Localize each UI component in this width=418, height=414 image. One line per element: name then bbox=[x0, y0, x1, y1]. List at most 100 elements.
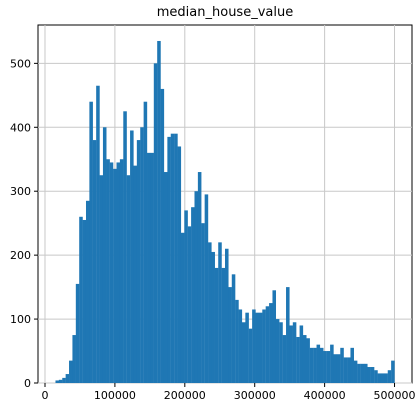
histogram-bar bbox=[258, 312, 263, 383]
y-axis: 0 100 200 300 400 500 bbox=[10, 57, 38, 390]
histogram-bar bbox=[113, 168, 117, 383]
histogram-bars bbox=[55, 40, 395, 384]
histogram-bar bbox=[174, 133, 178, 383]
histogram-bar bbox=[65, 374, 70, 383]
histogram-bar bbox=[340, 347, 344, 383]
histogram-bar bbox=[306, 338, 310, 383]
histogram-bar bbox=[123, 111, 127, 383]
x-tick-label: 500000 bbox=[374, 389, 416, 402]
histogram-bar bbox=[262, 309, 266, 383]
histogram-bar bbox=[72, 335, 76, 383]
histogram-bar bbox=[109, 162, 114, 383]
histogram-bar bbox=[89, 101, 93, 383]
histogram-bar bbox=[330, 344, 334, 383]
histogram-bar bbox=[235, 299, 239, 383]
histogram-bar bbox=[241, 322, 246, 383]
histogram-bar bbox=[333, 354, 338, 383]
histogram-bar bbox=[96, 85, 100, 383]
histogram-bar bbox=[387, 370, 392, 383]
x-tick-label: 400000 bbox=[304, 389, 346, 402]
histogram-bar bbox=[153, 63, 158, 383]
histogram-bar bbox=[299, 325, 304, 383]
histogram-bar bbox=[55, 380, 60, 383]
histogram-bar bbox=[309, 347, 314, 383]
histogram-bar bbox=[214, 267, 219, 383]
histogram-bar bbox=[208, 242, 212, 383]
x-tick-label: 200000 bbox=[164, 389, 206, 402]
histogram-bar bbox=[197, 172, 202, 383]
histogram-bar bbox=[343, 357, 348, 383]
histogram-bar bbox=[62, 377, 66, 383]
histogram-bar bbox=[265, 306, 270, 383]
histogram-bar bbox=[99, 175, 104, 383]
histogram-bar bbox=[194, 191, 199, 383]
histogram-bar bbox=[130, 130, 134, 383]
histogram-bar bbox=[326, 351, 331, 383]
histogram-bar bbox=[85, 200, 90, 383]
histogram-bar bbox=[102, 127, 107, 384]
histogram-bar bbox=[316, 344, 321, 383]
histogram-bar bbox=[218, 242, 222, 383]
histogram-bar bbox=[391, 360, 395, 383]
histogram-bar bbox=[106, 159, 110, 383]
chart-title: median_house_value bbox=[157, 5, 293, 20]
histogram-bar bbox=[228, 287, 232, 383]
histogram-bar bbox=[211, 251, 215, 383]
histogram-bar bbox=[323, 351, 327, 383]
histogram-bar bbox=[282, 335, 287, 383]
histogram-bar bbox=[296, 336, 300, 383]
histogram-bar bbox=[191, 207, 195, 383]
histogram-bar bbox=[231, 274, 236, 383]
histogram-bar bbox=[353, 360, 358, 383]
histogram-bar bbox=[336, 354, 341, 383]
histogram-bar bbox=[245, 312, 249, 383]
histogram-bar bbox=[147, 152, 151, 383]
histogram-bar bbox=[279, 322, 283, 383]
histogram-bar bbox=[170, 133, 175, 383]
histogram-bar bbox=[377, 373, 382, 383]
histogram-bar bbox=[347, 357, 351, 383]
histogram-bar bbox=[255, 312, 260, 383]
histogram-bar bbox=[187, 226, 192, 383]
histogram-bar bbox=[160, 88, 165, 383]
histogram-bar bbox=[289, 325, 293, 383]
y-tick-label: 200 bbox=[10, 249, 31, 262]
x-axis: 0 100000 200000 300000 400000 500000 bbox=[41, 383, 416, 402]
histogram-bar bbox=[92, 140, 97, 383]
y-tick-label: 0 bbox=[24, 377, 31, 390]
y-tick-label: 300 bbox=[10, 185, 31, 198]
histogram-bar bbox=[238, 309, 243, 383]
histogram-bar bbox=[225, 248, 229, 383]
y-tick-label: 500 bbox=[10, 57, 31, 70]
histogram-bar bbox=[313, 347, 317, 383]
histogram-bar bbox=[367, 367, 371, 383]
y-tick-label: 400 bbox=[10, 121, 31, 134]
histogram-bar bbox=[221, 267, 226, 383]
histogram-bar bbox=[82, 219, 87, 383]
histogram-bar bbox=[275, 319, 280, 383]
histogram-bar bbox=[69, 360, 73, 383]
histogram-bar bbox=[126, 175, 131, 383]
histogram-bar bbox=[364, 363, 368, 383]
histogram-bar bbox=[79, 216, 83, 383]
histogram-bar bbox=[357, 363, 361, 383]
histogram-bar bbox=[119, 159, 124, 383]
histogram-bar bbox=[286, 287, 290, 383]
histogram-bar bbox=[163, 172, 168, 383]
histogram-bar bbox=[252, 309, 256, 383]
histogram-bar bbox=[350, 347, 354, 383]
histogram-bar bbox=[184, 210, 188, 383]
histogram-bar bbox=[319, 347, 324, 383]
histogram-bar bbox=[370, 367, 375, 383]
histogram-bar bbox=[116, 162, 121, 383]
histogram-bar bbox=[302, 335, 307, 383]
x-tick-label: 0 bbox=[41, 389, 48, 402]
histogram-bar bbox=[167, 136, 171, 383]
histogram-bar bbox=[150, 152, 154, 383]
histogram-bar bbox=[248, 328, 253, 383]
histogram-bar bbox=[269, 303, 273, 383]
histogram-bar bbox=[380, 373, 385, 383]
histogram-bar bbox=[157, 40, 161, 383]
